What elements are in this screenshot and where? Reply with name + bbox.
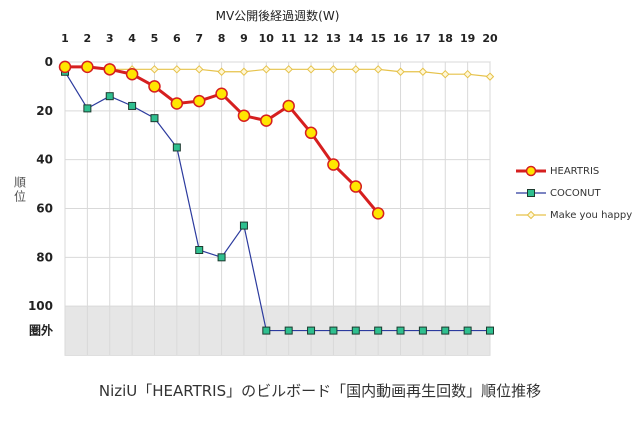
point-heartris <box>148 80 161 93</box>
point-coconut <box>351 326 360 335</box>
x-tick-label: 13 <box>326 32 341 45</box>
point-coconut <box>262 326 271 335</box>
x-tick-label: 19 <box>460 32 475 45</box>
point-coconut <box>83 104 92 113</box>
chart-caption: NiziU「HEARTRIS」のビルボード「国内動画再生回数」順位推移 <box>98 382 542 400</box>
out-of-chart-label: 圏外 <box>29 323 53 338</box>
x-tick-label: 9 <box>240 32 248 45</box>
point-coconut <box>172 143 181 152</box>
x-tick-label: 4 <box>128 32 136 45</box>
x-tick-label: 12 <box>303 32 318 45</box>
point-heartris <box>282 99 295 113</box>
point-make-you-happy <box>373 65 383 74</box>
point-coconut <box>396 326 405 335</box>
y-tick-label: 40 <box>36 153 53 167</box>
point-heartris <box>304 126 318 140</box>
x-tick-label: 6 <box>173 32 181 45</box>
point-make-you-happy <box>150 65 159 74</box>
x-tick-label: 2 <box>84 32 92 45</box>
y-tick-label: 100 <box>28 299 53 313</box>
x-tick-label: 17 <box>415 32 430 45</box>
point-heartris <box>170 97 184 110</box>
x-tick-label: 14 <box>348 32 364 45</box>
point-heartris <box>215 87 228 100</box>
point-make-you-happy <box>195 65 204 74</box>
x-tick-label: 11 <box>281 32 296 45</box>
point-coconut <box>486 326 494 335</box>
point-coconut <box>239 221 248 230</box>
point-make-you-happy <box>217 67 226 76</box>
point-make-you-happy <box>306 65 316 74</box>
legend-label: COCONUT <box>550 187 601 199</box>
legend-item: Make you happy <box>516 204 632 226</box>
point-coconut <box>307 326 316 335</box>
legend-swatch <box>516 189 546 197</box>
x-tick-label: 18 <box>438 32 453 45</box>
point-make-you-happy <box>396 67 405 76</box>
point-make-you-happy <box>351 65 360 74</box>
point-make-you-happy <box>262 65 271 74</box>
point-coconut <box>329 326 338 335</box>
point-coconut <box>105 92 114 101</box>
y-tick-label: 80 <box>36 250 53 264</box>
point-heartris <box>237 109 251 122</box>
legend-label: Make you happy <box>550 209 633 221</box>
point-make-you-happy <box>418 67 428 76</box>
point-make-you-happy <box>329 65 338 74</box>
point-make-you-happy <box>284 65 293 74</box>
point-make-you-happy <box>172 65 182 74</box>
point-make-you-happy <box>239 67 249 76</box>
point-heartris <box>371 207 385 220</box>
x-tick-label: 5 <box>151 32 159 45</box>
x-tick-label: 8 <box>218 32 226 45</box>
point-make-you-happy <box>463 70 472 79</box>
x-tick-label: 10 <box>259 32 275 45</box>
point-make-you-happy <box>441 70 450 79</box>
legend-swatch <box>516 210 546 220</box>
legend: HEARTRIS COCONUT Make you happy <box>516 160 632 226</box>
point-coconut <box>150 114 159 123</box>
y-tick-label: 0 <box>45 55 53 69</box>
point-make-you-happy <box>485 72 495 81</box>
legend-item: HEARTRIS <box>516 160 632 182</box>
point-coconut <box>284 326 293 335</box>
x-tick-label: 3 <box>106 32 114 45</box>
point-coconut <box>441 326 450 335</box>
x-tick-label: 15 <box>371 32 386 45</box>
point-heartris <box>192 94 206 108</box>
point-heartris <box>327 158 340 171</box>
y-tick-label: 20 <box>36 104 53 118</box>
point-coconut <box>128 101 137 110</box>
x-tick-label: 16 <box>393 32 409 45</box>
y-tick-label: 60 <box>36 202 53 216</box>
point-coconut <box>374 326 383 335</box>
point-coconut <box>217 253 226 262</box>
chart-title: MV公開後経過週数(W) <box>216 8 340 23</box>
point-heartris <box>349 180 363 193</box>
point-heartris <box>81 60 94 74</box>
point-coconut <box>195 246 204 255</box>
x-tick-label: 1 <box>61 32 69 45</box>
legend-item: COCONUT <box>516 182 632 204</box>
point-coconut <box>418 326 427 335</box>
x-tick-label: 7 <box>195 32 203 45</box>
point-heartris <box>260 114 273 127</box>
point-coconut <box>463 326 472 335</box>
y-axis-label: 順位 <box>14 176 26 204</box>
x-tick-label: 20 <box>482 32 498 45</box>
legend-label: HEARTRIS <box>550 165 600 177</box>
point-heartris <box>58 60 72 74</box>
point-heartris <box>103 63 116 76</box>
point-heartris <box>125 67 139 81</box>
legend-swatch <box>516 165 546 177</box>
